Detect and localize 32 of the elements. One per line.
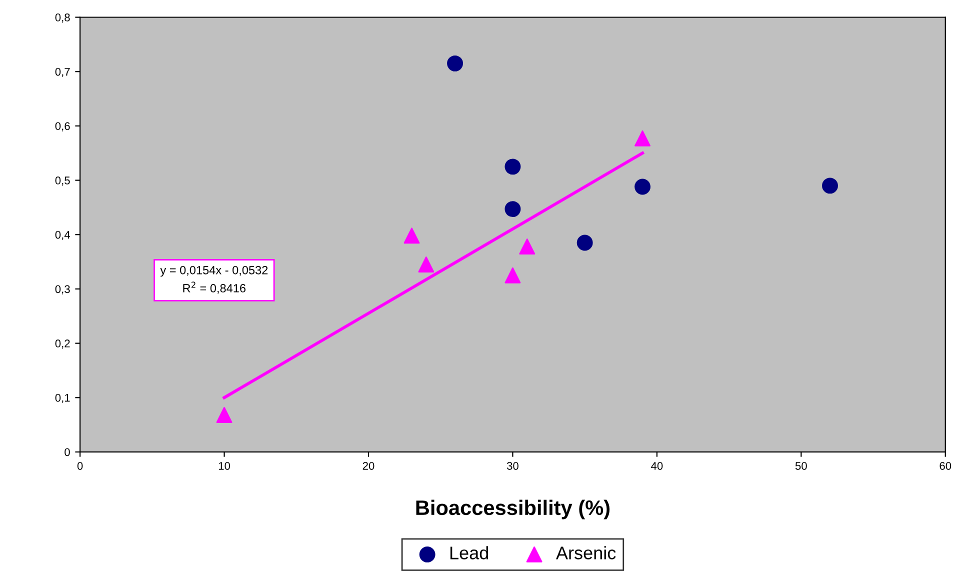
point [634, 178, 650, 195]
x-tick-label: 40 [651, 462, 663, 470]
x-tick-label: 10 [218, 462, 230, 470]
annotation: y = 0,0154x - 0,0532 R$^{2}$ = 0,8416 [160, 266, 268, 294]
legend-label: Lead [450, 546, 488, 560]
x-tick-label: 30 [506, 462, 518, 470]
point [519, 238, 536, 255]
x-tick-label: 20 [362, 462, 374, 470]
y-tick-label: 0 [64, 448, 70, 456]
point [216, 407, 232, 423]
y-tick-label: 0,5 [55, 176, 70, 186]
x-tick-label: 0 [77, 462, 83, 470]
point [418, 256, 434, 272]
x-axis-title: Bioaccessibility (%) [416, 500, 610, 520]
y-tick-label: 0,8 [55, 14, 70, 23]
y-tick-label: 0,4 [55, 230, 70, 240]
point [822, 178, 838, 194]
point [504, 158, 521, 175]
point [576, 234, 593, 251]
point [504, 201, 521, 218]
y-tick-label: 0,2 [55, 340, 70, 349]
legend-label: Arsenic [556, 546, 616, 560]
y-tick-label: 0,6 [55, 122, 70, 132]
point [404, 228, 420, 244]
y-tick-label: 0,7 [55, 68, 70, 78]
x-tick-label: 50 [795, 462, 807, 470]
y-tick-label: 0,1 [55, 394, 70, 404]
point [504, 267, 521, 284]
point [634, 130, 650, 146]
x-tick-label: 60 [940, 462, 952, 470]
point [447, 55, 464, 72]
y-tick-label: 0,3 [55, 285, 70, 294]
